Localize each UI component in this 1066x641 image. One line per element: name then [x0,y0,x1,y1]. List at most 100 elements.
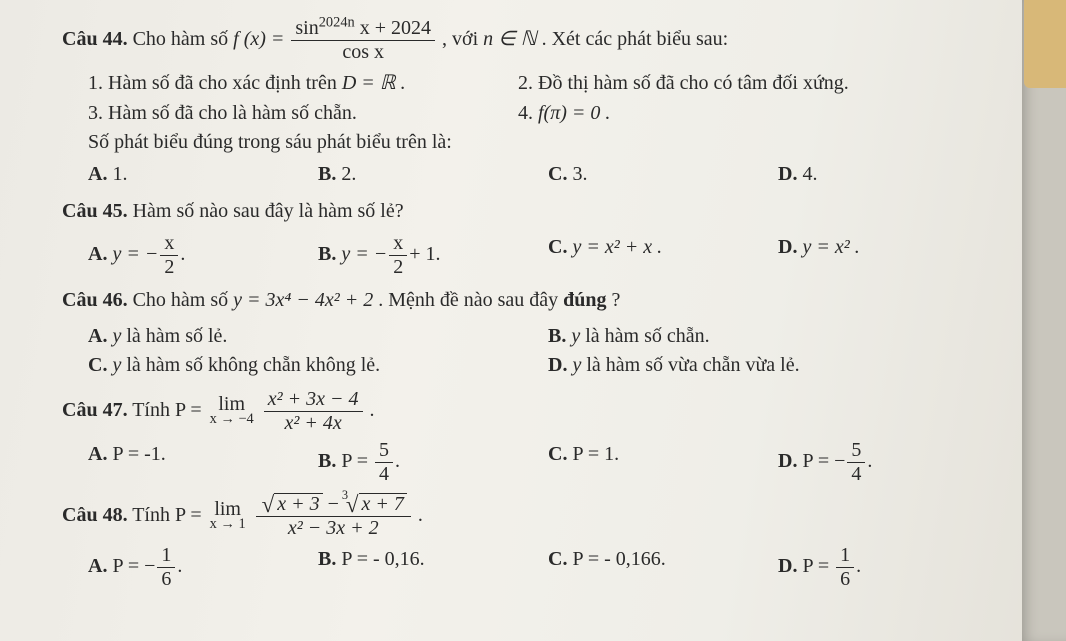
q48-a-frac: 16 [155,545,177,590]
q48-opt-c: C. P = - 0,166. [548,545,778,590]
q48-a-den: 6 [157,568,175,590]
q44-opt-c: C. 3. [548,160,778,190]
q46-c-val: là hàm số không chẵn không lẻ. [126,354,380,376]
q45-options: A. y = −x2. B. y = −x2+ 1. C. y = x² + x… [62,233,1036,278]
q44-denom: cos x [291,41,435,63]
q47-opt-c: C. P = 1. [548,440,778,485]
q45-b-lab: B. [318,243,336,265]
q48-label: Câu 48. [62,504,128,526]
q44-numer-sin: sin [295,17,318,39]
q45-a-post: . [180,243,185,265]
q48-sqrt2-idx: 3 [342,489,348,502]
q45-a-frac: x2 [158,233,180,278]
q44-c-val: 3. [572,163,587,185]
exam-page: Câu 44. Cho hàm số f (x) = sin2024n x + … [0,0,1066,641]
page-corner-tab [1024,0,1066,88]
q44-numer-exp: 2024n [319,14,355,30]
q46-lead-a: Cho hàm số [133,289,234,311]
q44-s4-a: 4. [518,102,538,124]
q46-emph: đúng [563,289,606,311]
q48-b-lab: B. [318,548,336,570]
radical-icon: √ [262,495,275,516]
q48-denom: x² − 3x + 2 [288,517,379,539]
q47-frac: x² + 3x − 4 x² + 4x [262,389,365,434]
q48-opt-b: B. P = - 0,16. [318,545,548,590]
q44-c-lab: C. [548,163,567,185]
q45-opt-a: A. y = −x2. [88,233,318,278]
q45-ask: Hàm số nào sau đây là hàm số lẻ? [133,200,404,222]
q45-d-val: y = x² . [802,236,859,258]
q47-options: A. P = -1. B. P = 54. C. P = 1. D. P = −… [62,440,1036,485]
q45-a-lab: A. [88,243,107,265]
q47-d-frac: 54 [845,440,867,485]
q48-d-den: 6 [836,568,854,590]
q44-s4-b: f(π) = 0 . [538,102,610,124]
q46-d-lab: D. [548,354,567,376]
q48-a-lab: A. [88,556,107,578]
q47-opt-a: A. P = -1. [88,440,318,485]
q45-d-lab: D. [778,236,797,258]
q48-sqrt2-body: x + 7 [362,493,404,515]
q45-label: Câu 45. [62,200,128,222]
q46-opt-b: B. y là hàm số chẵn. [548,322,1008,352]
q46-options: A. y là hàm số lẻ. B. y là hàm số chẵn. … [62,322,1036,381]
q44-text-c: . Xét các phát biểu sau: [542,28,729,50]
question-44: Câu 44. Cho hàm số f (x) = sin2024n x + … [62,18,1036,63]
q47-d-post: . [867,450,872,472]
q46-opt-a: A. y là hàm số lẻ. [88,322,548,352]
q48-tail: . [418,504,423,526]
q47-a-val: P = -1. [112,443,165,465]
q45-b-den: 2 [389,256,407,278]
q44-text-a: Cho hàm số [133,28,234,50]
q46-a-val: là hàm số lẻ. [126,325,227,347]
q46-opt-c: C. y là hàm số không chẵn không lẻ. [88,351,548,381]
q44-opt-d: D. 4. [778,160,1008,190]
q47-b-den: 4 [375,463,393,485]
q47-label: Câu 47. [62,399,128,421]
q47-a-lab: A. [88,443,107,465]
q48-d-num: 1 [836,545,854,568]
q47-opt-d: D. P = −54. [778,440,1008,485]
question-47: Câu 47. Tính P = lim x → −4 x² + 3x − 4 … [62,389,1036,434]
q44-d-val: 4. [802,163,817,185]
q48-sqrt2: 3√x + 7 [344,493,407,516]
q48-d-pre: P = [802,556,834,578]
q46-d-val: là hàm số vừa chẵn vừa lẻ. [586,354,799,376]
q44-numer-b: x + 2024 [355,17,431,39]
q47-d-den: 4 [847,463,865,485]
q44-text-b: , với [442,28,483,50]
q44-ask: Số phát biểu đúng trong sáu phát biểu tr… [62,128,1036,158]
q44-b-val: 2. [341,163,356,185]
q47-numer: x² + 3x − 4 [268,388,359,410]
q48-a-post: . [177,556,182,578]
q44-opt-b: B. 2. [318,160,548,190]
question-46: Câu 46. Cho hàm số y = 3x⁴ − 4x² + 2 . M… [62,286,1036,316]
q48-options: A. P = −16. B. P = - 0,16. C. P = - 0,16… [62,545,1036,590]
q45-opt-b: B. y = −x2+ 1. [318,233,548,278]
q46-lead-c: ? [612,289,621,311]
q46-label: Câu 46. [62,289,128,311]
q45-c-lab: C. [548,236,567,258]
q44-opt-a: A. 1. [88,160,318,190]
q47-lim-bot: x → −4 [210,412,254,426]
q48-sqrt1-body: x + 3 [277,493,319,515]
q45-b-post: + 1. [409,243,440,265]
q48-sqrt1: √x + 3 [260,493,323,516]
q45-b-num: x [389,233,407,256]
q46-a-lab: A. [88,325,107,347]
q47-c-val: P = 1. [572,443,619,465]
q44-s2: 2. Đồ thị hàm số đã cho có tâm đối xứng. [518,72,849,94]
q46-b-val: là hàm số chẵn. [585,325,709,347]
q44-statements-row2: 3. Hàm số đã cho là hàm số chẵn. 4. f(π)… [62,99,1036,129]
q48-c-lab: C. [548,548,567,570]
q44-s1-b: D = ℝ . [342,72,406,94]
q47-b-num: 5 [375,440,393,463]
q45-c-val: y = x² + x . [572,236,662,258]
q46-func: y = 3x⁴ − 4x² + 2 [233,289,373,311]
q47-c-lab: C. [548,443,567,465]
q44-cond: n ∈ ℕ [483,28,536,50]
q45-b-pre: y = − [341,243,387,265]
q47-b-pre: P = [341,450,373,472]
q45-a-num: x [160,233,178,256]
q47-tail: . [370,399,375,421]
